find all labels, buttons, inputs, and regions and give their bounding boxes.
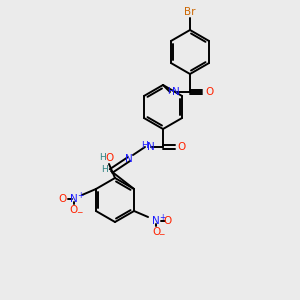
Text: O: O — [152, 227, 160, 237]
Text: N: N — [152, 216, 160, 226]
Text: H: H — [142, 142, 148, 151]
Text: O: O — [205, 87, 213, 97]
Text: H: H — [99, 154, 105, 163]
Text: O: O — [59, 194, 67, 204]
Text: O: O — [163, 216, 171, 226]
Text: O: O — [70, 205, 78, 215]
Text: −: − — [158, 230, 164, 239]
Text: O: O — [178, 142, 186, 152]
Text: N: N — [70, 194, 78, 204]
Text: +: + — [77, 191, 83, 200]
Text: N: N — [172, 87, 180, 97]
Text: H: H — [167, 86, 173, 95]
Text: O: O — [106, 153, 114, 163]
Text: N: N — [147, 142, 155, 152]
Text: H: H — [100, 164, 107, 173]
Text: −: − — [76, 208, 82, 217]
Text: +: + — [159, 214, 165, 223]
Text: N: N — [125, 154, 133, 164]
Text: Br: Br — [184, 7, 196, 17]
